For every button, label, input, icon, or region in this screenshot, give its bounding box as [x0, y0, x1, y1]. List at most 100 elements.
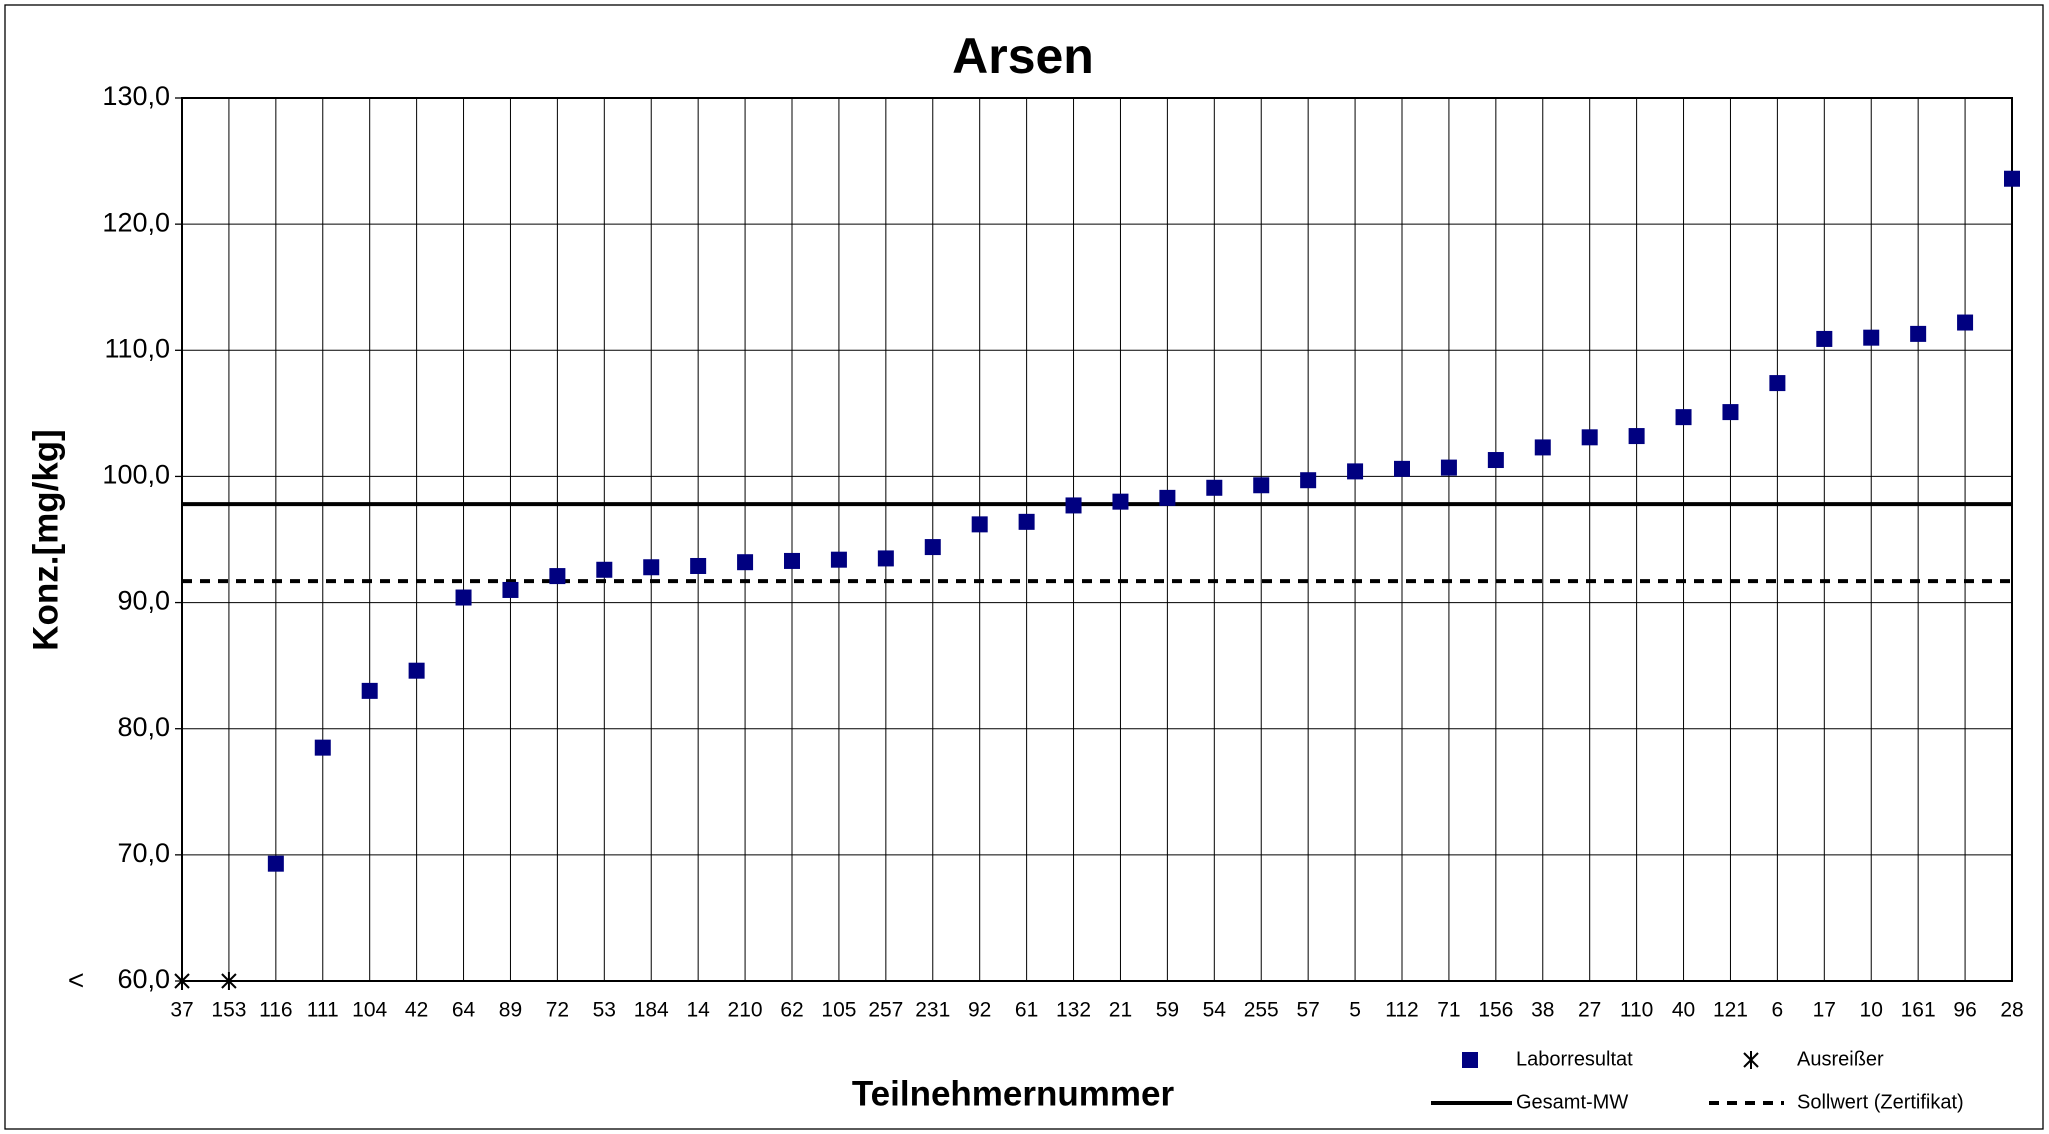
data-point: [408, 662, 425, 679]
x-tick-label: 111: [307, 999, 339, 1022]
data-point: [1300, 472, 1317, 489]
data-point: [1910, 325, 1927, 342]
x-tick-label: 104: [352, 999, 387, 1022]
data-point: [1581, 429, 1598, 446]
x-tick-label: 14: [686, 999, 710, 1022]
data-point: [924, 539, 941, 556]
x-tick-label: 54: [1203, 999, 1227, 1022]
legend-symbol: [1743, 1051, 1759, 1069]
data-point: [361, 682, 378, 699]
x-tick-label: 59: [1156, 999, 1179, 1022]
x-tick-label: 17: [1813, 999, 1836, 1022]
y-tick-label: 120,0: [102, 207, 170, 237]
data-point: [877, 550, 894, 567]
data-point: [1394, 460, 1410, 477]
x-tick-label: 110: [1620, 999, 1653, 1022]
legend-label: Gesamt-MW: [1516, 1091, 1628, 1113]
data-point: [174, 972, 190, 990]
x-tick-label: 72: [546, 999, 569, 1022]
x-tick-label: 42: [405, 999, 428, 1022]
plot-frame: [181, 97, 2013, 982]
data-point: [971, 516, 988, 533]
x-tick-label: 121: [1713, 999, 1748, 1022]
x-tick-label: 6: [1772, 999, 1784, 1022]
x-tick-label: 89: [499, 999, 522, 1022]
x-axis-title: Teilnehmernummer: [852, 1074, 1175, 1113]
data-point: [643, 559, 660, 576]
x-tick-label: 71: [1437, 999, 1460, 1022]
x-tick-label: 28: [2000, 999, 2023, 1022]
data-point: [784, 552, 800, 569]
x-tick-label: 156: [1478, 999, 1513, 1022]
data-point: [1253, 477, 1270, 494]
data-point: [455, 589, 472, 606]
legend-label: Laborresultat: [1516, 1048, 1633, 1070]
data-point: [690, 557, 707, 574]
data-point: [1206, 479, 1223, 496]
x-tick-label: 255: [1244, 999, 1279, 1022]
y-tick-label: 90,0: [117, 586, 170, 616]
plot-area: [182, 98, 2012, 981]
x-tick-label: 38: [1531, 999, 1554, 1022]
x-tick-label: 231: [915, 999, 950, 1022]
data-point: [1018, 513, 1035, 530]
x-tick-label: 53: [593, 999, 616, 1022]
y-axis-title: Konz.[mg/kg]: [26, 429, 65, 651]
x-tick-label: 96: [1953, 999, 1976, 1022]
x-tick-label: 37: [170, 999, 193, 1022]
data-point: [830, 551, 847, 568]
x-tick-label: 210: [728, 999, 763, 1022]
data-point: [1487, 452, 1504, 469]
x-tick-label: 132: [1056, 999, 1091, 1022]
data-point: [1816, 330, 1833, 347]
x-tick-label: 10: [1860, 999, 1883, 1022]
data-point: [596, 561, 613, 578]
data-point: [1769, 375, 1786, 392]
x-tick-label: 184: [634, 999, 669, 1022]
x-tick-label: 116: [259, 999, 292, 1022]
annotation: <: [68, 964, 84, 995]
data-point: [1675, 409, 1692, 426]
x-tick-label: 27: [1578, 999, 1601, 1022]
y-tick-label: 110,0: [104, 333, 170, 363]
data-point: [314, 739, 331, 756]
x-tick-label: 105: [821, 999, 856, 1022]
data-point: [1628, 428, 1645, 445]
x-tick-label: 62: [780, 999, 803, 1022]
data-point: [267, 855, 284, 872]
x-tick-label: 61: [1015, 999, 1038, 1022]
legend-label: Sollwert (Zertifikat): [1797, 1091, 1964, 1113]
x-tick-label: 92: [968, 999, 991, 1022]
x-tick-label: 21: [1109, 999, 1132, 1022]
data-point: [221, 972, 237, 990]
data-point: [1440, 459, 1457, 476]
x-tick-label: 57: [1296, 999, 1319, 1022]
data-point: [1957, 314, 1974, 331]
y-tick-label: 70,0: [117, 838, 170, 868]
data-point: [1863, 329, 1880, 346]
legend-symbol: [1462, 1052, 1478, 1068]
legend-label: Ausreißer: [1797, 1048, 1884, 1070]
data-point: [1347, 463, 1364, 480]
x-tick-label: 161: [1901, 999, 1936, 1022]
y-tick-label: 80,0: [117, 712, 170, 742]
chart-title: Arsen: [952, 28, 1094, 84]
data-point: [737, 554, 754, 571]
x-tick-label: 153: [211, 999, 246, 1022]
x-tick-label: 112: [1385, 999, 1418, 1022]
y-tick-label: 100,0: [102, 460, 170, 490]
data-point: [1065, 497, 1082, 514]
data-point: [1534, 439, 1551, 456]
data-point: [1159, 489, 1176, 506]
y-tick-label: 60,0: [117, 964, 170, 994]
x-tick-label: 64: [452, 999, 476, 1022]
x-tick-label: 257: [868, 999, 903, 1022]
x-tick-label: 40: [1672, 999, 1695, 1022]
data-point: [2004, 170, 2020, 187]
x-tick-label: 5: [1349, 999, 1361, 1022]
data-point: [1722, 404, 1739, 421]
data-point: [1112, 493, 1129, 510]
data-point: [502, 581, 519, 598]
